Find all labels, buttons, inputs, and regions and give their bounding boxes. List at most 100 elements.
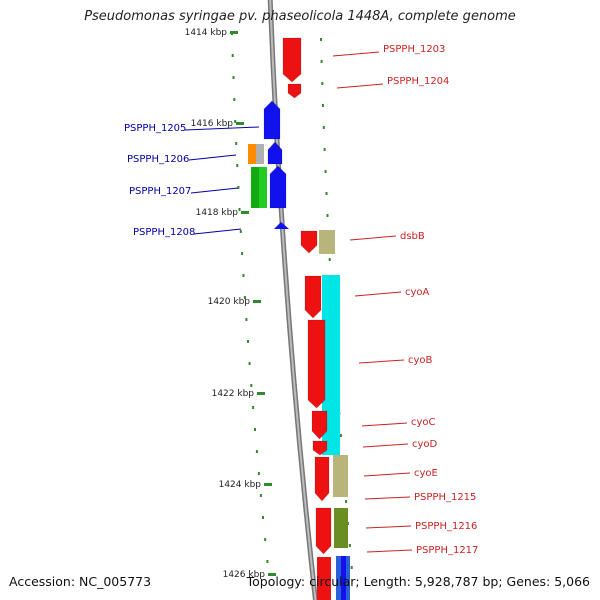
gene-feature-box: [256, 144, 264, 164]
outer-tick-mark: [322, 126, 325, 129]
inner-tick-mark: [242, 274, 245, 277]
inner-tick-mark: [234, 120, 237, 123]
axis-tick: [264, 483, 272, 486]
inner-tick-mark: [252, 406, 255, 409]
axis-tick-label: 1424 kbp: [219, 480, 262, 490]
inner-tick-mark: [236, 164, 239, 167]
inner-tick-mark: [241, 252, 244, 255]
gene-feature-box: [248, 144, 256, 164]
outer-tick-mark: [328, 258, 331, 261]
gene-feature-box: [319, 230, 335, 254]
gene-feature-box: [322, 275, 340, 455]
inner-tick-mark: [262, 516, 264, 519]
outer-tick-mark: [325, 192, 328, 195]
axis-tick: [241, 211, 249, 214]
outer-tick-mark: [339, 434, 342, 437]
axis-tick: [230, 31, 238, 34]
outer-tick-mark: [321, 82, 324, 85]
gene-arrow: [314, 456, 330, 502]
gene-label: PSPPH_1217: [416, 545, 478, 556]
gene-label: dsbB: [400, 231, 425, 242]
gene-label: PSPPH_1206: [127, 154, 189, 165]
gene-arrow: [267, 141, 283, 165]
gene-arrow: [304, 275, 322, 319]
inner-tick-mark: [231, 54, 234, 57]
inner-tick-mark: [259, 494, 262, 497]
axis-tick-label: 1420 kbp: [208, 297, 251, 307]
axis-tick-label: 1414 kbp: [185, 28, 228, 38]
gene-arrow: [307, 319, 326, 409]
gene-leader-line: [361, 422, 408, 427]
gene-leader-line: [193, 228, 242, 235]
inner-tick-mark: [239, 230, 242, 233]
outer-tick-mark: [323, 148, 326, 151]
axis-tick: [257, 392, 265, 395]
gene-feature-box: [334, 508, 348, 548]
gene-arrow: [282, 37, 302, 83]
gene-leader-line: [349, 235, 397, 241]
gene-label: PSPPH_1207: [129, 186, 191, 197]
gene-label: PSPPH_1205: [124, 123, 186, 134]
accession-text: Accession: NC_005773: [9, 574, 152, 589]
gene-leader-line: [354, 291, 402, 297]
inner-tick-mark: [247, 340, 249, 343]
inner-tick-mark: [266, 560, 269, 563]
gene-arrow: [263, 100, 281, 140]
outer-tick-mark: [320, 38, 322, 41]
gene-label: PSPPH_1203: [383, 44, 445, 55]
gene-arrow: [269, 165, 287, 209]
gene-arrow: [312, 440, 328, 456]
gene-feature-box: [333, 455, 348, 497]
gene-arrow: [311, 410, 328, 440]
inner-tick-mark: [233, 98, 236, 101]
axis-tick-label: 1418 kbp: [196, 208, 239, 218]
gene-leader-line: [362, 443, 409, 448]
gene-label: cyoA: [405, 287, 430, 298]
gene-leader-line: [363, 472, 411, 477]
gene-leader-line: [365, 525, 412, 529]
inner-tick-mark: [237, 186, 240, 189]
gene-arrow: [300, 230, 318, 254]
gene-feature-box: [251, 167, 259, 208]
axis-tick: [253, 300, 261, 303]
axis-tick-label: 1426 kbp: [223, 570, 266, 580]
outer-tick-mark: [320, 60, 323, 63]
inner-tick-mark: [257, 472, 260, 475]
inner-tick-mark: [235, 142, 238, 145]
inner-tick-mark: [245, 318, 248, 321]
gene-leader-line: [364, 496, 411, 500]
outer-tick-mark: [345, 500, 348, 503]
gene-arrow: [315, 507, 332, 555]
gene-label: PSPPH_1208: [133, 227, 195, 238]
axis-tick: [268, 573, 276, 576]
gene-feature-box: [259, 167, 267, 208]
gene-label: cyoB: [408, 355, 433, 366]
gene-label: PSPPH_1204: [387, 76, 449, 87]
gene-feature-box: [317, 557, 331, 600]
gene-leader-line: [190, 187, 239, 194]
map-title: Pseudomonas syringae pv. phaseolicola 14…: [84, 9, 516, 24]
gene-leader-line: [188, 154, 237, 161]
inner-tick-mark: [250, 384, 253, 387]
gene-label: cyoC: [411, 417, 436, 428]
gene-arrow: [274, 222, 289, 229]
inner-tick-mark: [238, 208, 241, 211]
axis-tick: [236, 122, 244, 125]
gene-label: cyoE: [414, 468, 438, 479]
outer-tick-mark: [326, 214, 329, 217]
inner-tick-mark: [255, 450, 258, 453]
inner-tick-mark: [232, 76, 235, 79]
outer-tick-mark: [348, 544, 351, 547]
outer-tick-mark: [322, 104, 324, 107]
gene-label: cyoD: [412, 439, 438, 450]
genome-backbone-highlight: [269, 0, 317, 600]
gene-label: PSPPH_1216: [415, 521, 477, 532]
genome-summary-text: Topology: circular; Length: 5,928,787 bp…: [246, 574, 590, 589]
gene-arrow: [287, 83, 302, 99]
gene-feature-box: [341, 556, 346, 600]
gene-leader-line: [358, 359, 405, 364]
inner-tick-mark: [264, 538, 267, 541]
axis-tick-label: 1416 kbp: [191, 119, 234, 129]
axis-tick-label: 1422 kbp: [212, 389, 255, 399]
gene-leader-line: [336, 83, 384, 89]
